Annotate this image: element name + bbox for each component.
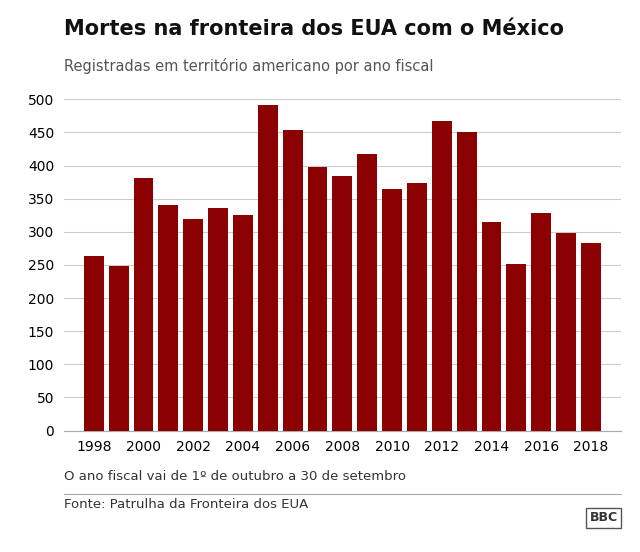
Text: Mortes na fronteira dos EUA com o México: Mortes na fronteira dos EUA com o México xyxy=(64,19,564,39)
Text: O ano fiscal vai de 1º de outubro a 30 de setembro: O ano fiscal vai de 1º de outubro a 30 d… xyxy=(64,470,406,484)
Text: BBC: BBC xyxy=(589,511,618,524)
Bar xyxy=(531,213,551,431)
Bar xyxy=(432,120,452,431)
Bar xyxy=(382,189,402,431)
Bar xyxy=(183,219,204,431)
Bar xyxy=(581,243,601,431)
Bar xyxy=(159,205,179,431)
Bar xyxy=(357,155,377,431)
Text: Registradas em território americano por ano fiscal: Registradas em território americano por … xyxy=(64,58,433,74)
Bar xyxy=(506,264,526,431)
Bar xyxy=(308,167,328,431)
Bar xyxy=(457,132,477,431)
Bar xyxy=(283,130,303,431)
Bar xyxy=(84,256,104,431)
Bar xyxy=(481,222,502,431)
Bar xyxy=(258,105,278,431)
Bar xyxy=(332,176,353,431)
Bar xyxy=(407,183,427,431)
Bar xyxy=(134,178,154,431)
Bar xyxy=(208,208,228,431)
Text: Fonte: Patrulha da Fronteira dos EUA: Fonte: Patrulha da Fronteira dos EUA xyxy=(64,498,308,511)
Bar xyxy=(109,266,129,431)
Bar xyxy=(556,233,576,431)
Bar xyxy=(233,215,253,431)
